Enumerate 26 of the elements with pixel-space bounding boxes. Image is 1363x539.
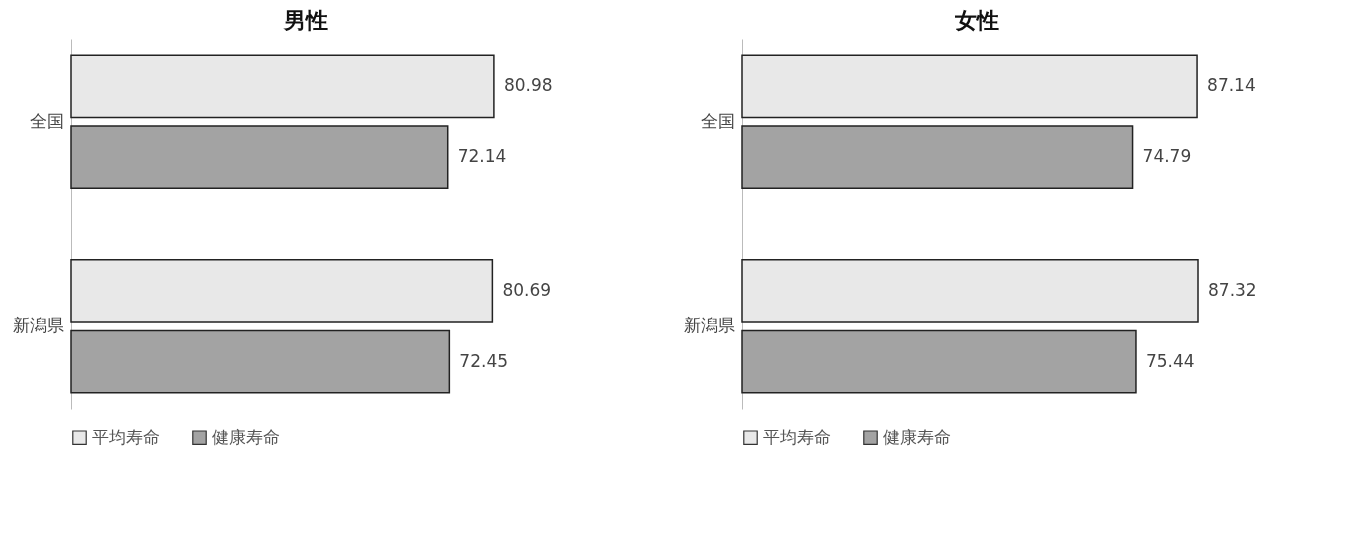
bar — [70, 329, 451, 394]
data-label: 80.69 — [502, 279, 552, 300]
legend-label: 健康寿命 — [212, 426, 280, 447]
data-label: 80.98 — [503, 75, 553, 96]
y-tick-label: 全国 — [29, 110, 64, 131]
data-label: 87.32 — [1208, 279, 1257, 300]
bar — [741, 329, 1137, 394]
chart-title: 男性 — [283, 8, 328, 33]
y-tick-label: 新潟県 — [683, 315, 735, 336]
data-label: 72.45 — [459, 350, 509, 371]
y-tick-label: 新潟県 — [12, 315, 64, 336]
bar — [741, 125, 1134, 189]
data-label: 74.79 — [1142, 146, 1192, 167]
bar — [70, 125, 449, 189]
bar — [70, 259, 494, 323]
data-label: 87.14 — [1207, 75, 1256, 96]
legend-label: 平均寿命 — [763, 426, 831, 447]
data-label: 75.44 — [1145, 350, 1195, 371]
legend-label: 平均寿命 — [92, 426, 160, 447]
chart-title: 女性 — [954, 8, 999, 33]
data-label: 72.14 — [457, 146, 507, 167]
bar — [741, 54, 1198, 119]
bar — [741, 259, 1199, 323]
legend-label: 健康寿命 — [883, 426, 951, 447]
bar — [70, 54, 495, 119]
y-tick-label: 全国 — [700, 110, 735, 131]
